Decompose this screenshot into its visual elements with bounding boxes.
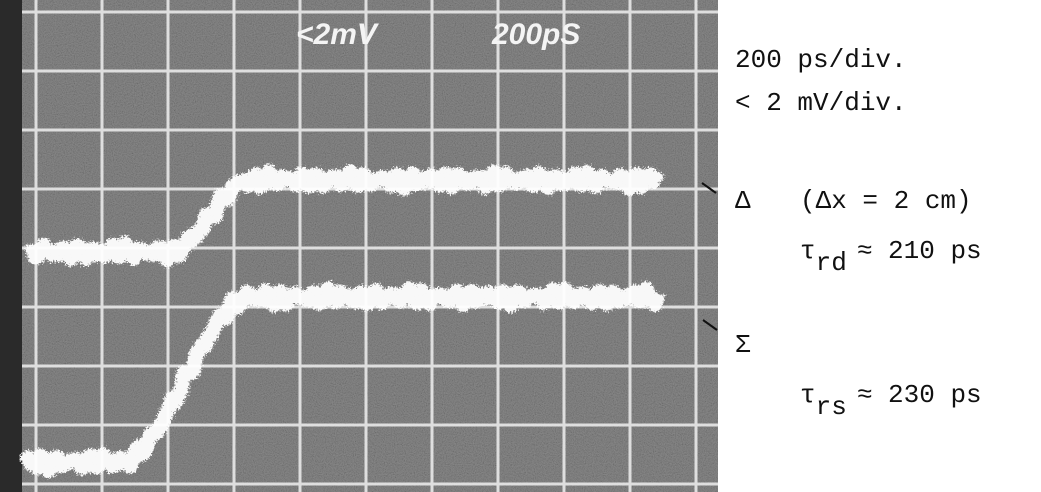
trace bbox=[18, 281, 666, 479]
trace bbox=[24, 164, 665, 268]
scope-screen: <2mV 200pS bbox=[0, 0, 718, 492]
timebase-note: 200 ps/div. bbox=[735, 45, 907, 75]
screen-label: <2mV bbox=[296, 18, 380, 51]
sigma-rise-time: τrs ≈ 230 ps bbox=[800, 380, 982, 422]
traces bbox=[18, 164, 666, 479]
screen-label: 200pS bbox=[491, 18, 580, 51]
leader-line bbox=[701, 182, 717, 194]
annotations: 200 ps/div. < 2 mV/div. Δ (Δx = 2 cm) τr… bbox=[701, 45, 982, 422]
delta-note: (Δx = 2 cm) bbox=[800, 186, 972, 216]
subscript: rs bbox=[816, 392, 847, 422]
value: ≈ 210 ps bbox=[857, 236, 982, 266]
sensitivity-note: < 2 mV/div. bbox=[735, 88, 907, 118]
delta-symbol: Δ bbox=[735, 186, 751, 216]
subscript: rd bbox=[816, 248, 847, 278]
leader-line bbox=[702, 319, 718, 331]
sigma-symbol: Σ bbox=[735, 330, 751, 360]
delta-rise-time: τrd ≈ 210 ps bbox=[800, 236, 982, 278]
tau: τ bbox=[800, 380, 816, 410]
screen-edge bbox=[0, 0, 22, 492]
value: ≈ 230 ps bbox=[857, 380, 982, 410]
tau: τ bbox=[800, 236, 816, 266]
